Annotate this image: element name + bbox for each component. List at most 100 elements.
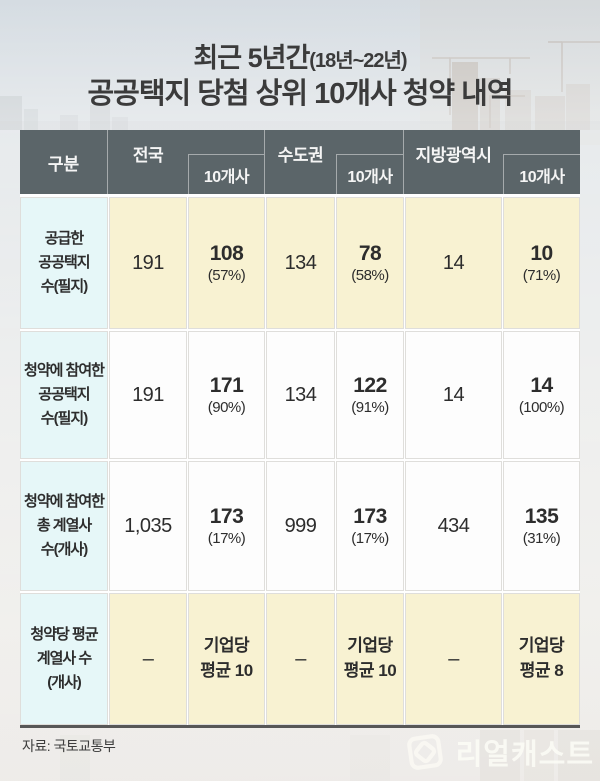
cell-metro-cities: 14 [405, 197, 502, 329]
cell-nationwide: 191 [109, 331, 187, 459]
row-label-line: 공공택지 [38, 386, 90, 403]
cell-metro-cities: – [405, 593, 502, 725]
data-source-note: 자료: 국토교통부 [22, 738, 116, 754]
cell-value: 999 [284, 514, 317, 537]
cell-value: 173 [209, 505, 244, 528]
cell-metro-cities-top10: 135 (31%) [503, 461, 580, 591]
header-capital-area-top10-box: 10개사 [336, 154, 403, 194]
cell-percentage: (31%) [522, 530, 561, 547]
cell-metro-cities: 14 [405, 331, 502, 459]
page-title: 최근 5년간(18년~22년) 공공택지 당첨 상위 10개사 청약 내역 [0, 42, 600, 112]
cell-capital-area-top10: 78 (58%) [336, 197, 404, 329]
row-label-participated-affiliates: 청약에 참여한 총 계열사 수(개사) [20, 461, 108, 591]
cell-value: 14 [442, 383, 465, 406]
header-capital-area-top10: 10개사 [336, 130, 404, 194]
header-nationwide-top10-box: 10개사 [188, 154, 264, 194]
cell-metro-cities: 434 [405, 461, 502, 591]
header-nationwide-top10: 10개사 [188, 130, 265, 194]
header-capital-area-label: 수도권 [277, 146, 324, 165]
cell-value: 134 [284, 251, 317, 274]
cell-percentage: (91%) [351, 399, 389, 416]
watermark: 리얼캐스트 [402, 729, 594, 775]
row-label-participated-sites: 청약에 참여한 공공택지 수(필지) [20, 331, 108, 459]
cell-value: 191 [132, 383, 164, 406]
cell-dash: – [142, 647, 154, 670]
cell-nationwide-top10: 171 (90%) [188, 331, 265, 459]
header-metro-cities-label: 지방광역시 [415, 146, 492, 165]
row-label-line: 청약당 평균 [30, 626, 98, 643]
row-label-line: (개사) [47, 674, 82, 691]
cell-value: 434 [437, 514, 470, 537]
header-nationwide-label: 전국 [132, 146, 164, 165]
table-row-supplied-sites: 공급한 공공택지 수(필지) 191 108 (57%) 134 78 (58%) … [20, 197, 580, 329]
header-metro-cities-top10-box: 10개사 [503, 154, 580, 194]
cell-value: 14 [530, 374, 553, 397]
cell-value: 기업당 [203, 636, 250, 656]
cell-capital-area-top10: 122 (91%) [336, 331, 404, 459]
cell-nationwide: 191 [109, 197, 187, 329]
cell-percentage: (90%) [207, 399, 246, 416]
cell-value: 78 [358, 242, 382, 265]
row-label-line: 총 계열사 [36, 517, 92, 534]
table-header: 구분 전국 10개사 수도권 10개사 지방광역시 [20, 130, 580, 194]
header-category: 구분 [20, 130, 108, 194]
cell-capital-area: 134 [266, 197, 335, 329]
row-label-line: 수(필지) [40, 410, 88, 427]
cell-value: 191 [132, 251, 164, 274]
header-metro-cities-top10-label: 10개사 [519, 168, 565, 186]
cell-dash: – [448, 647, 459, 670]
title-period-years: (18년~22년) [309, 50, 407, 72]
header-metro-cities-top10: 10개사 [503, 130, 580, 194]
table-row-participated-sites: 청약에 참여한 공공택지 수(필지) 191 171 (90%) 134 122 (… [20, 331, 580, 459]
cell-value: 171 [209, 374, 244, 397]
header-capital-area: 수도권 [266, 130, 335, 194]
cell-value: 14 [442, 251, 465, 274]
cell-value: 10 [530, 242, 553, 265]
cell-value: 기업당 [518, 636, 565, 656]
header-capital-area-top10-label: 10개사 [347, 168, 393, 186]
row-label-line: 청약에 참여한 [24, 362, 105, 379]
title-line-1: 최근 5년간(18년~22년) [0, 42, 600, 74]
data-table: 구분 전국 10개사 수도권 10개사 지방광역시 [20, 130, 580, 728]
cell-percentage: (71%) [522, 267, 561, 284]
cell-nationwide: – [109, 593, 187, 725]
watermark-text: 리얼캐스트 [455, 739, 594, 771]
row-label-line: 수(개사) [40, 541, 88, 558]
cell-nationwide-top10: 108 (57%) [188, 197, 265, 329]
cell-value: 108 [209, 242, 244, 265]
cell-value: 기업당 [347, 636, 393, 656]
header-metro-cities: 지방광역시 [405, 130, 502, 194]
cell-percentage: (58%) [351, 267, 389, 284]
cell-value: 135 [524, 505, 559, 528]
cell-capital-area: – [266, 593, 335, 725]
row-label-line: 청약에 참여한 [24, 493, 105, 510]
header-nationwide-top10-label: 10개사 [203, 168, 250, 186]
cell-percentage: (57%) [207, 267, 246, 284]
table-body: 공급한 공공택지 수(필지) 191 108 (57%) 134 78 (58%) … [20, 194, 580, 725]
row-label-line: 수(필지) [40, 278, 88, 295]
cell-value: 평균 8 [519, 661, 564, 680]
row-label-line: 공급한 [44, 230, 84, 247]
cell-metro-cities-top10: 14 (100%) [503, 331, 580, 459]
row-label-supplied-sites: 공급한 공공택지 수(필지) [20, 197, 108, 329]
cell-capital-area: 134 [266, 331, 335, 459]
title-line-2: 공공택지 당첨 상위 10개사 청약 내역 [87, 78, 513, 111]
cell-value: 134 [284, 383, 317, 406]
cell-percentage: (17%) [351, 530, 389, 547]
header-category-label: 구분 [47, 154, 80, 174]
cell-value: 122 [353, 374, 387, 397]
cell-percentage: (100%) [518, 399, 565, 416]
cell-nationwide-top10: 173 (17%) [188, 461, 265, 591]
cell-value: 평균 10 [200, 661, 253, 680]
cell-nationwide: 1,035 [109, 461, 187, 591]
cell-percentage: (17%) [207, 530, 246, 547]
row-label-line: 계열사 수 [36, 650, 92, 667]
table-row-avg-affiliates: 청약당 평균 계열사 수 (개사) – 기업당 평균 10 – 기업당 평균 10 … [20, 593, 580, 725]
cell-value: 평균 10 [343, 661, 397, 680]
row-label-line: 공공택지 [38, 254, 90, 271]
row-label-avg-affiliates: 청약당 평균 계열사 수 (개사) [20, 593, 108, 725]
